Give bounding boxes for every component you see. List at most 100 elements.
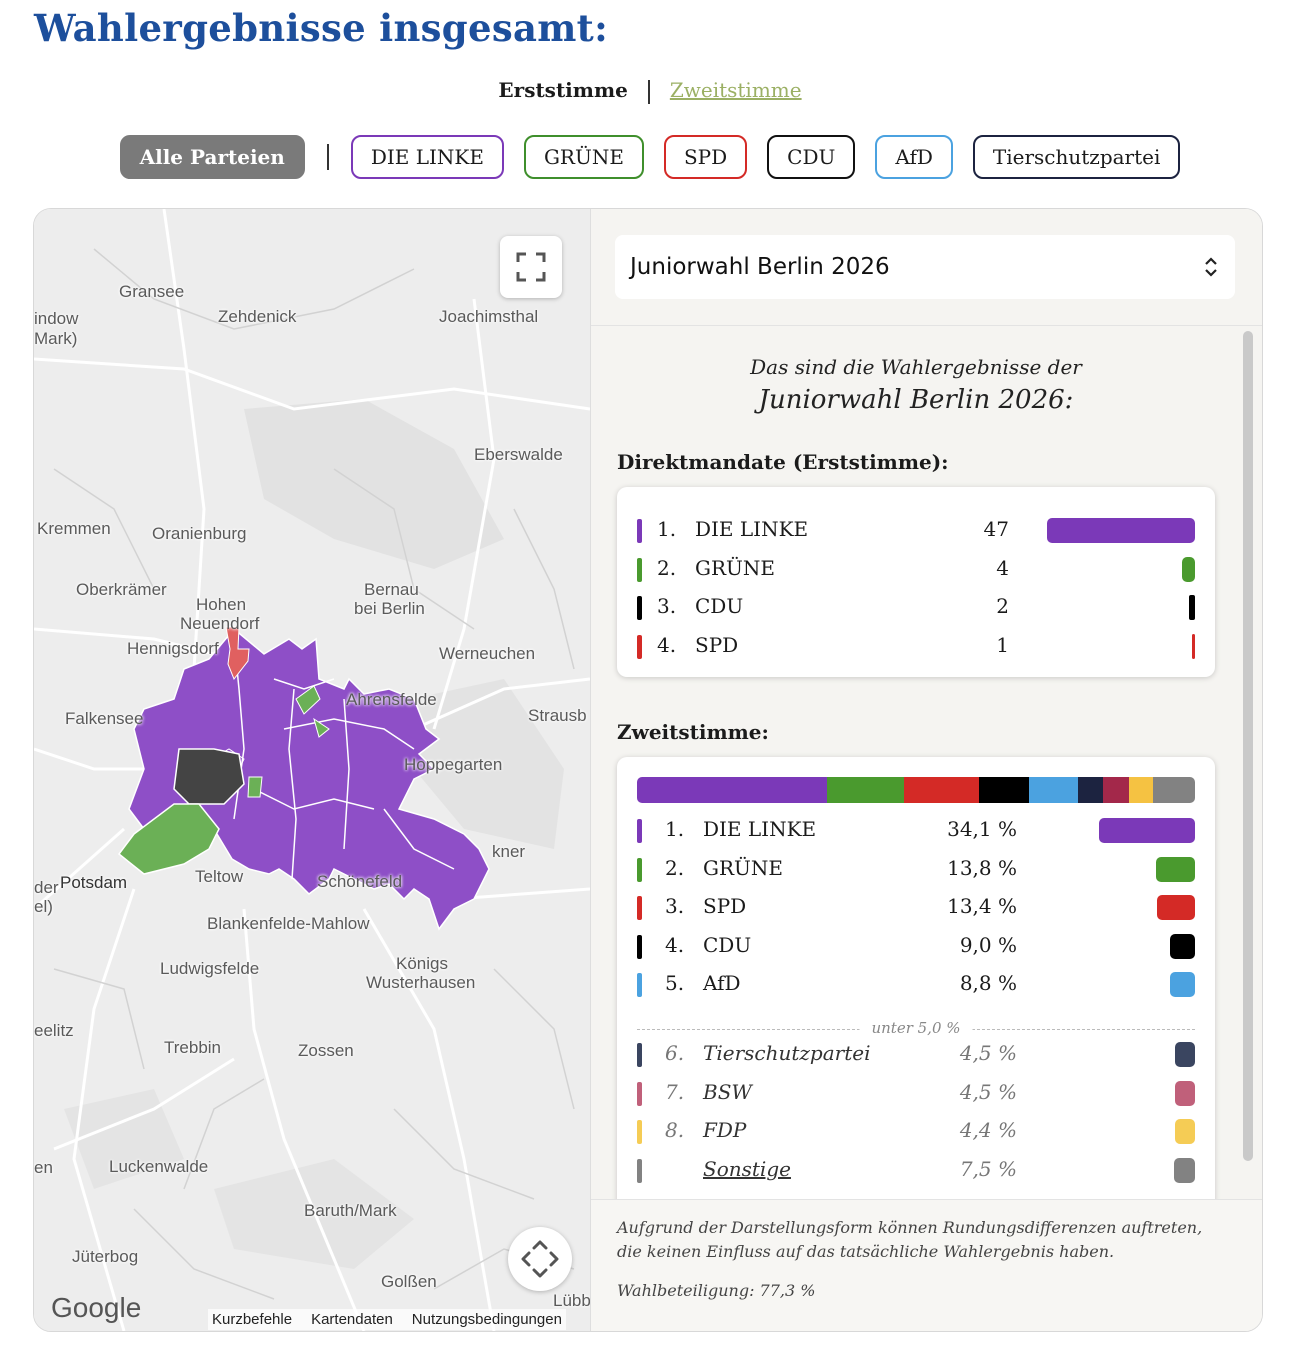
chevron-updown-icon — [1205, 257, 1217, 277]
map-pan-button[interactable] — [508, 1227, 572, 1291]
rank: 7. — [665, 1079, 685, 1104]
second-vote-row: 5. AfD 8,8 % — [617, 965, 1215, 1003]
vote-type-switch: Erststimme Zweitstimme — [0, 78, 1300, 104]
second-vote-row: 7. BSW 4,5 % — [617, 1074, 1215, 1112]
map-place-label: Zossen — [298, 1041, 354, 1060]
berlin-districts[interactable] — [117, 626, 490, 931]
direct-mandate-row: 2. GRÜNE 4 — [617, 550, 1215, 588]
tab-zweitstimme[interactable]: Zweitstimme — [669, 78, 802, 102]
vote-percentage: 4,4 % — [959, 1118, 1017, 1142]
party-name: DIE LINKE — [695, 517, 809, 541]
vote-percentage: 4,5 % — [959, 1079, 1017, 1104]
filter-tierschutzpartei[interactable]: Tierschutzpartei — [972, 135, 1181, 179]
percentage-bar — [1156, 856, 1195, 882]
filter-cdu[interactable]: CDU — [767, 135, 856, 179]
stack-segment — [1153, 777, 1195, 803]
direct-mandate-row: 1. DIE LINKE 47 — [617, 511, 1215, 549]
party-name: GRÜNE — [703, 855, 783, 880]
results-widget: Gransee Zehdenick Joachimsthal indow Mar… — [33, 208, 1263, 1332]
map-place-label: Königs — [396, 954, 448, 973]
map-place-label: Mark) — [34, 329, 78, 348]
tab-erststimme[interactable]: Erststimme — [498, 78, 628, 102]
rank: 3. — [665, 894, 685, 918]
vote-percentage: 34,1 % — [947, 817, 1017, 841]
party-color-marker — [637, 934, 642, 959]
party-filter-bar: Alle Parteien DIE LINKE GRÜNE SPD CDU Af… — [0, 135, 1300, 179]
rank: 6. — [665, 1041, 685, 1065]
map-place-label: Eberswalde — [474, 445, 563, 464]
party-color-marker — [637, 1158, 642, 1183]
map[interactable]: Gransee Zehdenick Joachimsthal indow Mar… — [34, 209, 590, 1331]
map-place-label: Ludwigsfelde — [160, 959, 260, 978]
vote-percentage: 13,8 % — [947, 855, 1017, 880]
map-place-label: Schönefeld — [317, 872, 403, 891]
map-data-link[interactable]: Kartendaten — [311, 1311, 393, 1328]
election-select[interactable]: Juniorwahl Berlin 2026 — [615, 235, 1235, 299]
filter-all-parties[interactable]: Alle Parteien — [119, 135, 305, 179]
party-name: DIE LINKE — [703, 817, 817, 841]
filter-afd[interactable]: AfD — [875, 135, 953, 179]
map-place-label: bei Berlin — [354, 599, 425, 618]
map-place-label: Gransee — [119, 282, 185, 301]
filter-gruene[interactable]: GRÜNE — [523, 135, 644, 179]
percentage-bar — [1099, 818, 1195, 843]
map-place-label: Bernau — [364, 580, 419, 599]
rank: 8. — [665, 1118, 685, 1142]
party-name: FDP — [703, 1118, 747, 1142]
stack-segment — [1128, 777, 1154, 803]
party-name: AfD — [703, 971, 741, 995]
party-color-marker — [637, 819, 642, 843]
map-place-label: kner — [492, 842, 526, 861]
direct-mandates-card: 1. DIE LINKE 47 2. GRÜNE 4 3. CDU 2 4. SPD 1 — [617, 487, 1215, 677]
map-place-label: Jüterbog — [72, 1247, 139, 1266]
results-footer: Aufgrund der Darstellungsform können Run… — [591, 1199, 1262, 1331]
map-terms-link[interactable]: Nutzungsbedingungen — [411, 1311, 562, 1328]
party-name: SPD — [703, 894, 747, 918]
stack-segment — [1103, 777, 1129, 803]
party-color-marker — [637, 1043, 642, 1067]
google-logo: Google — [51, 1292, 142, 1323]
map-place-label: Hohen — [196, 595, 247, 614]
map-place-label: Hennigsdorf — [127, 639, 219, 658]
vote-percentage: 8,8 % — [959, 971, 1017, 995]
map-place-label: Werneuchen — [439, 644, 536, 663]
seat-bar — [1191, 633, 1195, 659]
stack-segment — [827, 777, 905, 803]
percentage-bar — [1175, 1080, 1195, 1106]
map-place-label: Ahrensfelde — [346, 690, 437, 709]
turnout-label: Wahlbeteiligung: 77,3 % — [617, 1281, 816, 1300]
election-select-value: Juniorwahl Berlin 2026 — [630, 254, 890, 280]
stack-segment — [904, 777, 980, 803]
map-place-label: Kremmen — [37, 519, 111, 538]
second-vote-row: 4. CDU 9,0 % — [617, 927, 1215, 965]
party-name[interactable]: Sonstige — [703, 1156, 791, 1181]
page-title: Wahlergebnisse insgesamt: — [34, 6, 609, 50]
map-place-label: el) — [34, 897, 53, 916]
intro-line: Das sind die Wahlergebnisse der — [750, 355, 1082, 379]
intro-election-name: Juniorwahl Berlin 2026: — [758, 385, 1074, 415]
party-color-marker — [637, 519, 642, 543]
second-vote-card: unter 5,0 % 1. DIE LINKE 34,1 % 2. GRÜNE 13,8… — [617, 757, 1215, 1199]
seat-count: 1 — [996, 632, 1009, 657]
map-shortcuts-link[interactable]: Kurzbefehle — [212, 1311, 293, 1328]
vote-percentage: 7,5 % — [959, 1156, 1017, 1181]
seat-bar — [1188, 595, 1195, 620]
filter-die-linke[interactable]: DIE LINKE — [350, 135, 504, 179]
seat-bar — [1047, 518, 1195, 543]
scrollbar[interactable] — [1243, 331, 1253, 1161]
results-scroll-area[interactable]: Das sind die Wahlergebnisse der Juniorwa… — [591, 327, 1262, 1199]
divider — [647, 79, 650, 104]
fullscreen-button[interactable] — [500, 236, 562, 298]
map-place-label: Potsdam — [60, 873, 128, 892]
rank: 4. — [657, 632, 677, 657]
second-vote-row: Sonstige 7,5 % — [617, 1151, 1215, 1189]
threshold-label: unter 5,0 % — [859, 1019, 973, 1037]
second-vote-title: Zweitstimme: — [617, 720, 769, 744]
rounding-note: Aufgrund der Darstellungsform können Run… — [617, 1218, 1203, 1261]
map-place-label: Trebbin — [164, 1038, 222, 1057]
rank: 3. — [657, 594, 677, 618]
party-name: Tierschutzpartei — [703, 1041, 871, 1065]
filter-spd[interactable]: SPD — [663, 135, 748, 179]
second-vote-row: 6. Tierschutzpartei 4,5 % — [617, 1035, 1215, 1073]
stack-segment — [1078, 777, 1104, 803]
